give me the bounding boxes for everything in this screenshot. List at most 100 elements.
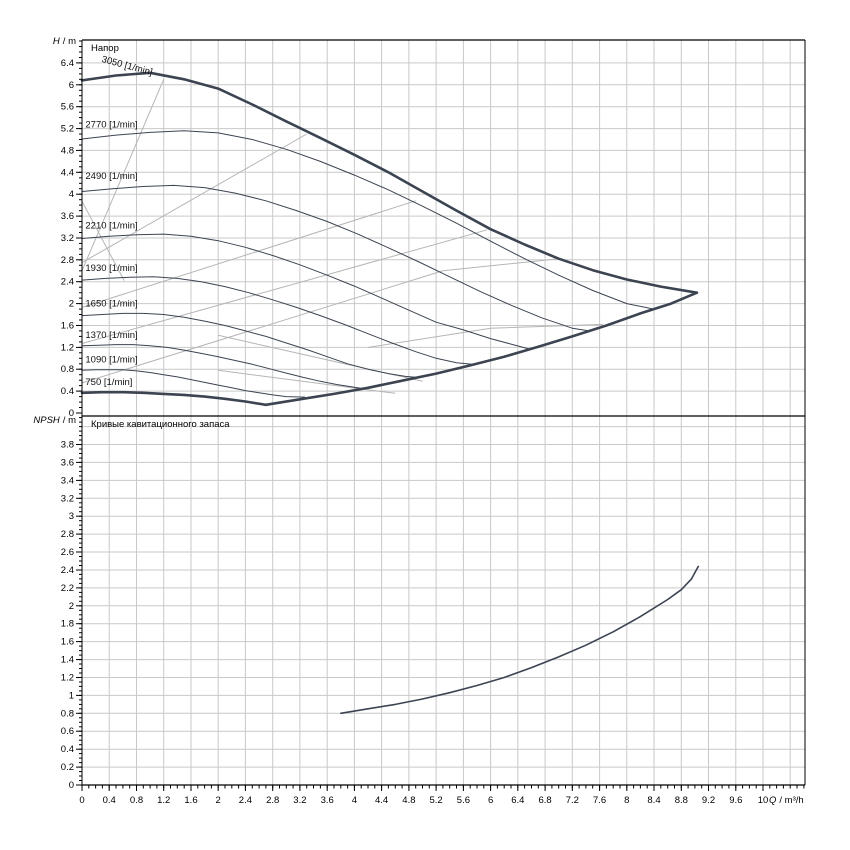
x-tick-label: 2.8 [266,795,279,806]
x-tick-label: 1.6 [184,795,197,806]
curve-label-2210: 2210 [1/min] [85,221,137,232]
x-tick-label: 1.2 [157,795,170,806]
npsh-tick-label: 3 [69,511,74,522]
npsh-tick-label: 2.6 [61,547,74,558]
curve-labels-layer: 3050 [1/min]2770 [1/min]2490 [1/min]2210… [85,54,153,388]
x-tick-label: 6.4 [511,795,524,806]
curves-layer [80,71,700,715]
curve-label-1650: 1650 [1/min] [85,298,137,309]
npsh-tick-label: 1.2 [61,673,74,684]
x-tick-label: 4.8 [402,795,415,806]
speed-curve-1370 [81,344,362,389]
x-tick-label: 8.4 [647,795,660,806]
npsh-tick-label: 3.2 [61,493,74,504]
curve-label-1370: 1370 [1/min] [85,330,137,341]
npsh-curve [340,565,700,715]
axis-ticks-layer [76,40,805,791]
speed-curve-1930 [81,276,473,365]
head-tick-label: 4.8 [61,145,74,156]
npsh-tick-label: 2 [69,601,74,612]
npsh-tick-label: 1.8 [61,619,74,630]
curve-label-1930: 1930 [1/min] [85,263,137,274]
efficiency-line-7 [218,369,396,394]
efficiency-line-0 [81,79,165,271]
head-tick-label: 5.6 [61,102,74,113]
head-tick-label: 1.2 [61,342,74,353]
npsh-tick-label: 2.2 [61,583,74,594]
head-tick-label: 0.8 [61,364,74,375]
x-tick-label: 9.6 [729,795,742,806]
head-tick-label: 6.4 [61,58,74,69]
curve-label-2770: 2770 [1/min] [85,120,137,131]
head-tick-label: 5.2 [61,124,74,135]
x-tick-label: 7.2 [566,795,579,806]
x-tick-label: 3.2 [293,795,306,806]
x-tick-label: 8.8 [675,795,688,806]
head-tick-label: 2.8 [61,255,74,266]
speed-curve-750 [80,390,268,407]
head-tick-label: 2 [69,299,74,310]
x-tick-label: 6.8 [538,795,551,806]
efficiency-line-3 [81,200,416,308]
curve-label-2490: 2490 [1/min] [85,171,137,182]
speed-curve-1650 [81,312,418,378]
npsh-tick-label: 3.6 [61,457,74,468]
npsh-tick-label: 2.4 [61,565,74,576]
npsh-tick-label: 3.8 [61,440,74,451]
q-axis-label: Q / m³/h [769,795,804,806]
npsh-tick-label: 0.8 [61,708,74,719]
plot-borders [81,39,806,786]
curve-label-750: 750 [1/min] [85,377,132,388]
npsh-tick-label: 0.4 [61,744,74,755]
x-tick-label: 2.4 [239,795,252,806]
x-tick-label: 0.8 [130,795,143,806]
npsh-tick-label: 0.2 [61,762,74,773]
head-tick-label: 3.6 [61,211,74,222]
efficiency-line-4 [81,229,488,344]
x-tick-label: 2 [216,795,221,806]
axis-tick-labels-layer: 0 0.4 0.8 1.2 1.6 2 2.4 2.8 3.2 3.6 4 4.4 4.8 5.2 5.6 6… [61,58,769,806]
efficiency-line-8 [367,323,604,348]
x-tick-label: 3.6 [321,795,334,806]
efficiency-line-5 [81,258,559,384]
head-tick-label: 4 [69,189,74,200]
efficiency-line-1 [81,201,125,281]
x-tick-label: 8 [624,795,629,806]
efficiency-line-2 [81,133,307,264]
x-tick-label: 10 [758,795,769,806]
x-tick-label: 0.4 [103,795,116,806]
npsh-tick-label: 1.4 [61,655,74,666]
npsh-axis-label: NPSH / m [33,415,76,426]
x-tick-label: 6 [488,795,493,806]
x-tick-label: 9.2 [702,795,715,806]
x-tick-label: 0 [79,795,84,806]
npsh-tick-label: 0 [69,780,74,791]
head-axis-label: H / m [53,36,76,47]
speed-curve-3050 [80,71,699,294]
x-tick-label: 5.6 [457,795,470,806]
min-flow-limit-line [264,291,699,407]
npsh-tick-label: 1.6 [61,637,74,648]
gridlines-layer [82,40,805,785]
x-tick-label: 7.6 [593,795,606,806]
head-tick-label: 0 [69,408,74,419]
curve-label-1090: 1090 [1/min] [85,355,137,366]
npsh-tick-label: 3.4 [61,475,74,486]
speed-curve-1090 [81,369,306,398]
head-tick-label: 3.2 [61,233,74,244]
head-panel-title: Напор [91,43,119,54]
npsh-tick-label: 1 [69,690,74,701]
x-tick-label: 5.2 [429,795,442,806]
head-tick-label: 0.4 [61,386,74,397]
speed-curve-2490 [81,184,590,332]
x-tick-label: 4.4 [375,795,388,806]
npsh-tick-label: 0.6 [61,726,74,737]
head-tick-label: 1.6 [61,321,74,332]
speed-curve-2770 [81,130,655,310]
head-tick-label: 2.4 [61,277,74,288]
head-tick-label: 4.4 [61,167,74,178]
x-tick-label: 4 [352,795,357,806]
speed-curve-2210 [81,233,530,350]
